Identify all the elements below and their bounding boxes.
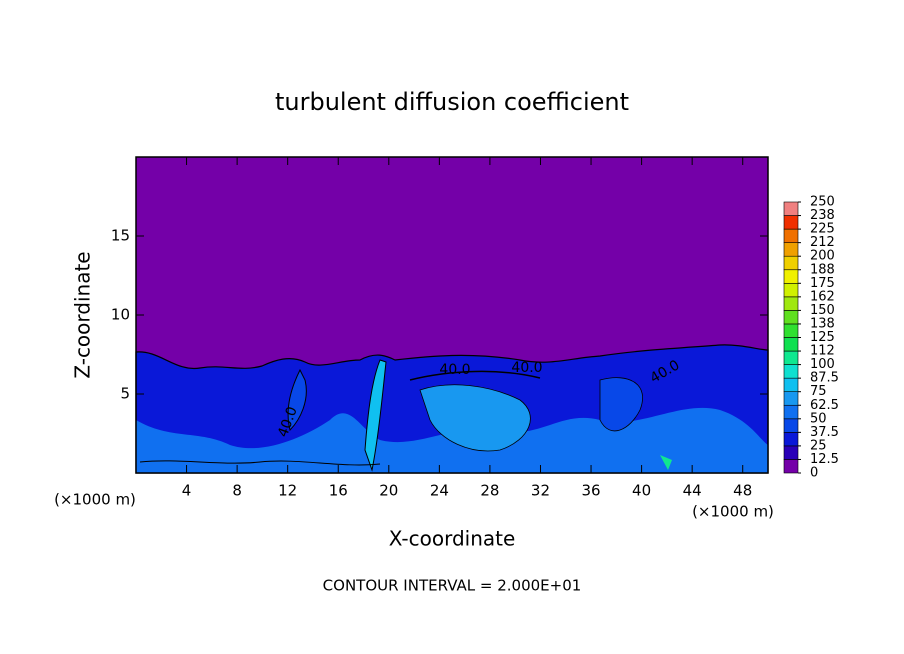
- colorbar-label: 250: [810, 195, 835, 210]
- colorbar-swatch: [783, 201, 799, 216]
- x-tick-label: 8: [232, 482, 242, 500]
- colorbar-label: 188: [810, 262, 835, 277]
- colorbar-label: 125: [810, 330, 835, 345]
- colorbar-swatch: [783, 337, 799, 352]
- colorbar-label: 37.5: [810, 425, 839, 440]
- colorbar-swatch: [783, 310, 799, 325]
- field: [135, 344, 769, 474]
- footnote: CONTOUR INTERVAL = 2.000E+01: [323, 577, 582, 595]
- x-tick-label: 48: [733, 482, 752, 500]
- colorbar-label: 225: [810, 222, 835, 237]
- colorbar-label: 100: [810, 357, 835, 372]
- colorbar-swatch: [783, 432, 799, 447]
- colorbar-label: 162: [810, 289, 835, 304]
- y-tick-label: 10: [111, 306, 130, 324]
- colorbar-swatch: [783, 418, 799, 433]
- colorbar-swatch: [783, 459, 799, 474]
- x-tick-label: 20: [379, 482, 398, 500]
- x-tick-label: 12: [278, 482, 297, 500]
- colorbar-label: 25: [810, 438, 827, 453]
- colorbar-swatch: [783, 445, 799, 460]
- x-tick-label: 16: [329, 482, 348, 500]
- y-axis-label: Z-coordinate: [71, 251, 95, 378]
- colorbar-swatch: [783, 269, 799, 284]
- colorbar-swatch: [783, 364, 799, 379]
- colorbar-label: 12.5: [810, 452, 839, 467]
- colorbar-swatch: [783, 350, 799, 365]
- colorbar-label: 238: [810, 208, 835, 223]
- contour-label: 40.0: [511, 360, 542, 376]
- y-tick-label: 15: [111, 227, 130, 245]
- colorbar-label: 175: [810, 276, 835, 291]
- colorbar-label: 75: [810, 384, 827, 399]
- colorbar-label: 50: [810, 411, 827, 426]
- x-unit-left: (×1000 m): [54, 491, 136, 509]
- x-tick-label: 32: [531, 482, 550, 500]
- colorbar-label: 0: [810, 466, 818, 481]
- x-axis-label: X-coordinate: [389, 527, 516, 551]
- colorbar-label: 138: [810, 316, 835, 331]
- colorbar-swatch: [783, 282, 799, 298]
- colorbar-label: 150: [810, 303, 835, 318]
- colorbar-label: 87.5: [810, 371, 839, 386]
- colorbar-label: 112: [810, 344, 835, 359]
- colorbar-swatch: [783, 323, 799, 338]
- chart-title: turbulent diffusion coefficient: [275, 88, 629, 116]
- contour-label: 40.0: [439, 362, 470, 378]
- colorbar-swatch: [783, 255, 799, 271]
- colorbar-label: 200: [810, 249, 835, 264]
- colorbar-swatch: [783, 228, 799, 243]
- colorbar-swatch: [783, 296, 799, 311]
- colorbar-label: 62.5: [810, 398, 839, 413]
- colorbar-label: 212: [810, 235, 835, 250]
- colorbar-swatch: [783, 377, 799, 392]
- x-tick-label: 24: [430, 482, 449, 500]
- x-unit-right: (×1000 m): [692, 503, 774, 521]
- colorbar-swatch: [783, 242, 799, 257]
- x-tick-label: 4: [182, 482, 192, 500]
- x-tick-label: 44: [683, 482, 702, 500]
- y-tick-label: 5: [120, 385, 130, 403]
- x-tick-label: 28: [480, 482, 499, 500]
- colorbar-swatch: [783, 404, 799, 420]
- x-tick-label: 40: [632, 482, 651, 500]
- colorbar-swatch: [783, 215, 799, 230]
- colorbar-swatch: [783, 391, 799, 406]
- x-tick-label: 36: [581, 482, 600, 500]
